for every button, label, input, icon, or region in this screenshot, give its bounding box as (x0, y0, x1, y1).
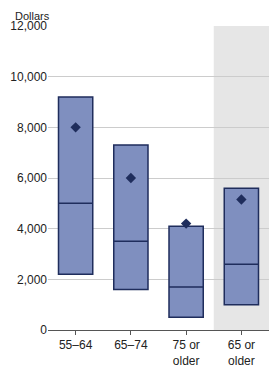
svg-text:10,000: 10,000 (10, 70, 47, 84)
svg-text:8,000: 8,000 (17, 121, 47, 135)
svg-text:4,000: 4,000 (17, 222, 47, 236)
svg-text:65 orolder: 65 orolder (228, 338, 255, 368)
svg-text:12,000: 12,000 (10, 19, 47, 33)
svg-text:55–64: 55–64 (59, 338, 93, 352)
svg-text:65–74: 65–74 (114, 338, 148, 352)
svg-text:Dollars: Dollars (15, 10, 50, 22)
svg-text:0: 0 (40, 323, 47, 337)
svg-text:75 orolder: 75 orolder (172, 338, 199, 368)
svg-text:2,000: 2,000 (17, 273, 47, 287)
svg-text:6,000: 6,000 (17, 171, 47, 185)
